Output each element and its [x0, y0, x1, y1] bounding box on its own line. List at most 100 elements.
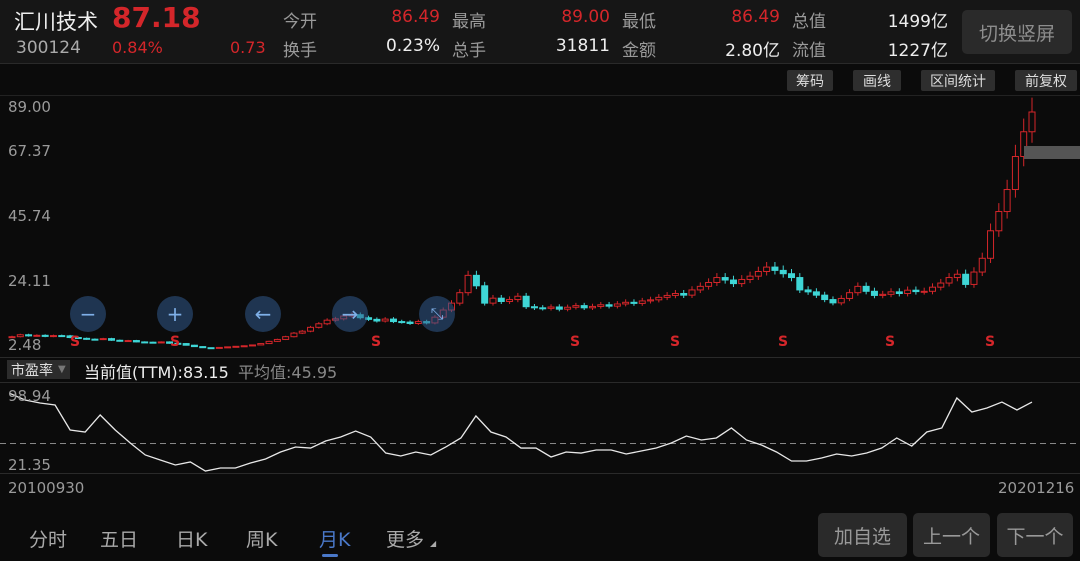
candle — [555, 304, 563, 312]
candle — [1028, 97, 1036, 143]
candle-body — [49, 335, 57, 338]
pe-line — [9, 392, 1033, 472]
stock-code: 300124 — [16, 38, 81, 58]
candle — [622, 299, 630, 307]
candle — [182, 343, 190, 346]
candle-body — [605, 304, 613, 307]
range-stats-button[interactable]: 区间统计 — [921, 70, 995, 91]
tab-intraday[interactable]: 分时 — [29, 529, 68, 551]
zoom-out-icon[interactable]: − — [70, 296, 106, 332]
candle — [547, 304, 555, 311]
previous-button[interactable]: 上一个 — [913, 513, 990, 557]
candle — [58, 334, 66, 338]
switch-portrait-button[interactable]: 切换竖屏 — [962, 10, 1072, 54]
price-axis-label: 24.11 — [8, 272, 51, 290]
tab-more[interactable]: 更多 — [386, 529, 425, 551]
candle-body — [995, 211, 1003, 232]
candle-body — [597, 304, 605, 307]
price-axis-label: 67.37 — [8, 142, 51, 160]
candle-body — [1020, 131, 1028, 158]
candle — [389, 317, 397, 324]
candle-body — [116, 339, 124, 342]
candle — [282, 335, 290, 341]
tab-daily-k[interactable]: 日K — [176, 529, 208, 551]
candle-body — [282, 336, 290, 340]
tab-five-day[interactable]: 五日 — [100, 529, 139, 551]
candle — [464, 270, 472, 296]
candle — [83, 337, 91, 340]
candle-body — [895, 291, 903, 295]
candle — [705, 278, 713, 290]
candle — [846, 289, 854, 302]
candle-body — [514, 295, 522, 301]
candle — [373, 317, 381, 323]
last-price: 87.18 — [112, 1, 201, 34]
candle-body — [456, 292, 464, 304]
candle-body — [647, 299, 655, 302]
indicator-select-label: 市盈率 — [11, 362, 53, 379]
candle-body — [1028, 111, 1036, 133]
shrink-icon[interactable]: ⤡ — [419, 296, 455, 332]
s-marker: S — [778, 334, 789, 350]
candle-body — [937, 282, 945, 288]
candle — [613, 301, 621, 309]
chips-button[interactable]: 筹码 — [787, 70, 833, 91]
pe-line-chart[interactable] — [0, 383, 1080, 475]
candle-body — [837, 297, 845, 304]
adjust-button[interactable]: 前复权 — [1015, 70, 1077, 91]
candle-body — [315, 323, 323, 328]
candle — [663, 292, 671, 301]
candle-body — [149, 341, 157, 344]
candle-body — [174, 342, 182, 345]
candle — [132, 339, 140, 343]
candle-body — [74, 337, 82, 340]
stat-value: 89.00 — [561, 7, 610, 27]
draw-line-button[interactable]: 画线 — [853, 70, 901, 91]
candle-body — [99, 338, 107, 341]
tab-weekly-k[interactable]: 周K — [246, 529, 278, 551]
candle — [788, 269, 796, 282]
candle-body — [381, 318, 389, 322]
candle-body — [257, 343, 265, 346]
candle — [199, 346, 207, 349]
candle-body — [970, 271, 978, 285]
candle — [8, 335, 16, 339]
tab-monthly-k[interactable]: 月K — [319, 529, 351, 551]
pe-axis-top: 98.94 — [8, 387, 51, 405]
end-date: 20201216 — [998, 479, 1075, 497]
next-button[interactable]: 下一个 — [997, 513, 1073, 557]
quote-header: 汇川技术 87.18 300124 0.84% 0.73 今开 86.49 最高 89… — [0, 0, 1080, 64]
candle-body — [182, 343, 190, 346]
candle-body — [729, 279, 737, 285]
candle — [870, 287, 878, 299]
candle-body — [33, 334, 41, 337]
candle-body — [804, 289, 812, 293]
candle — [945, 273, 953, 287]
price-axis-label: 89.00 — [8, 98, 51, 116]
candle-body — [497, 297, 505, 302]
current-price-marker — [1024, 146, 1080, 159]
indicator-select[interactable]: 市盈率 ▼ — [7, 360, 70, 379]
candle — [298, 329, 306, 335]
candle — [580, 302, 588, 311]
arrow-left-icon[interactable]: ← — [245, 296, 281, 332]
candle-body — [912, 289, 920, 293]
candle — [995, 203, 1003, 237]
candle — [539, 305, 547, 311]
stat-value: 86.49 — [731, 7, 780, 27]
candle — [763, 262, 771, 276]
candle — [149, 341, 157, 344]
candle — [655, 294, 663, 303]
candle — [588, 303, 596, 311]
candle — [456, 289, 464, 306]
zoom-in-icon[interactable]: + — [157, 296, 193, 332]
candle — [66, 334, 74, 339]
candle-body — [464, 274, 472, 294]
arrow-right-icon[interactable]: → — [332, 296, 368, 332]
add-watchlist-button[interactable]: 加自选 — [818, 513, 907, 557]
candle-body — [41, 334, 49, 337]
candle — [522, 292, 530, 309]
s-marker: S — [885, 334, 896, 350]
candle — [315, 322, 323, 329]
candle-body — [638, 300, 646, 304]
